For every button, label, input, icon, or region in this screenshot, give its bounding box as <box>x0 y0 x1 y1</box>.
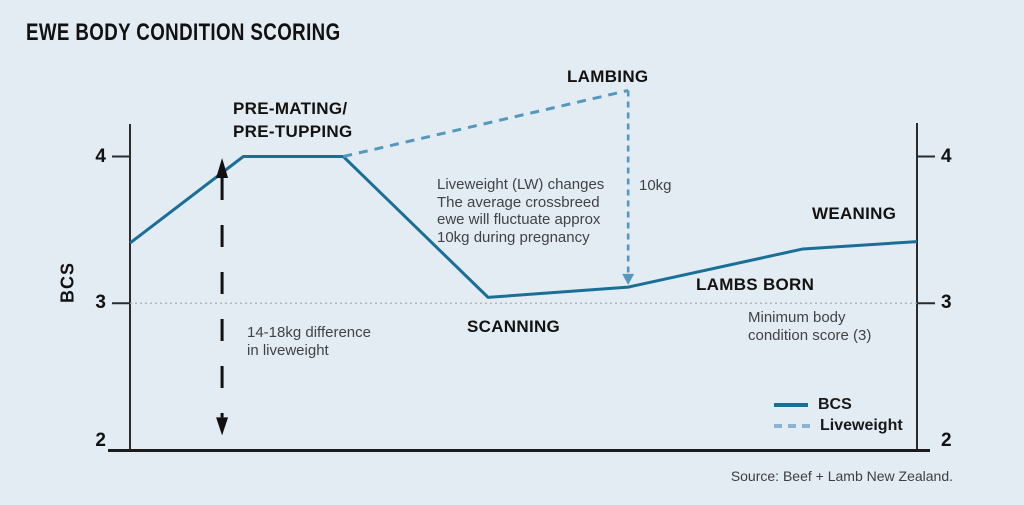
stage-label-lambing: LAMBING <box>567 67 649 86</box>
drop-label-10kg: 10kg <box>639 177 672 194</box>
stage-label-weaning: WEANING <box>812 204 897 223</box>
stage-label-pre-mating-line2: PRE-TUPPING <box>233 122 353 141</box>
difference-note: 14-18kg difference in liveweight <box>247 324 371 359</box>
y-axis-title: BCS <box>57 262 78 304</box>
legend-label-bcs: BCS <box>818 396 852 413</box>
liveweight-note-line3: ewe will fluctuate approx <box>437 211 601 228</box>
ytick-label-left-2: 2 <box>95 430 106 451</box>
bcs-line-swatch <box>774 403 808 407</box>
legend-label-liveweight: Liveweight <box>820 417 903 434</box>
range-arrow-head-down <box>216 417 229 436</box>
liveweight-note-line2: The average crossbreed <box>437 193 600 211</box>
minimum-note-line2: condition score (3) <box>748 326 872 344</box>
liveweight-note-line4: 10kg during pregnancy <box>437 228 590 246</box>
ytick-label-left-3: 3 <box>95 292 106 313</box>
legend: BCS Liveweight <box>774 396 903 435</box>
legend-row-liveweight: Liveweight <box>774 417 903 435</box>
ytick-label-right-3: 3 <box>941 292 952 313</box>
liveweight-drop-arrowhead <box>622 273 635 285</box>
series-line-bcs <box>129 155 918 299</box>
ytick-label-left-4: 4 <box>95 146 106 167</box>
stage-label-lambs-born: LAMBS BORN <box>696 275 815 294</box>
ytick-label-right-4: 4 <box>941 146 952 167</box>
range-arrow-head-up <box>216 157 229 178</box>
difference-note-line2: in liveweight <box>247 341 329 359</box>
minimum-note-line1: Minimum body <box>748 309 846 326</box>
stage-label-scanning: SCANNING <box>467 317 561 336</box>
legend-row-bcs: BCS <box>774 396 903 414</box>
stage-label-pre-mating: PRE-MATING/ PRE-TUPPING <box>233 97 352 143</box>
difference-note-line1: 14-18kg difference <box>247 324 371 341</box>
liveweight-note: Liveweight (LW) changes The average cros… <box>437 176 604 246</box>
source-credit: Source: Beef + Lamb New Zealand. <box>730 468 953 484</box>
minimum-note: Minimum body condition score (3) <box>748 309 871 344</box>
ytick-label-right-2: 2 <box>941 430 952 451</box>
liveweight-line-swatch <box>774 424 810 428</box>
page-title: EWE BODY CONDITION SCORING <box>26 19 341 46</box>
series-line-liveweight <box>342 89 629 158</box>
liveweight-note-line1: Liveweight (LW) changes <box>437 176 605 193</box>
stage-label-pre-mating-line1: PRE-MATING/ <box>233 99 348 118</box>
